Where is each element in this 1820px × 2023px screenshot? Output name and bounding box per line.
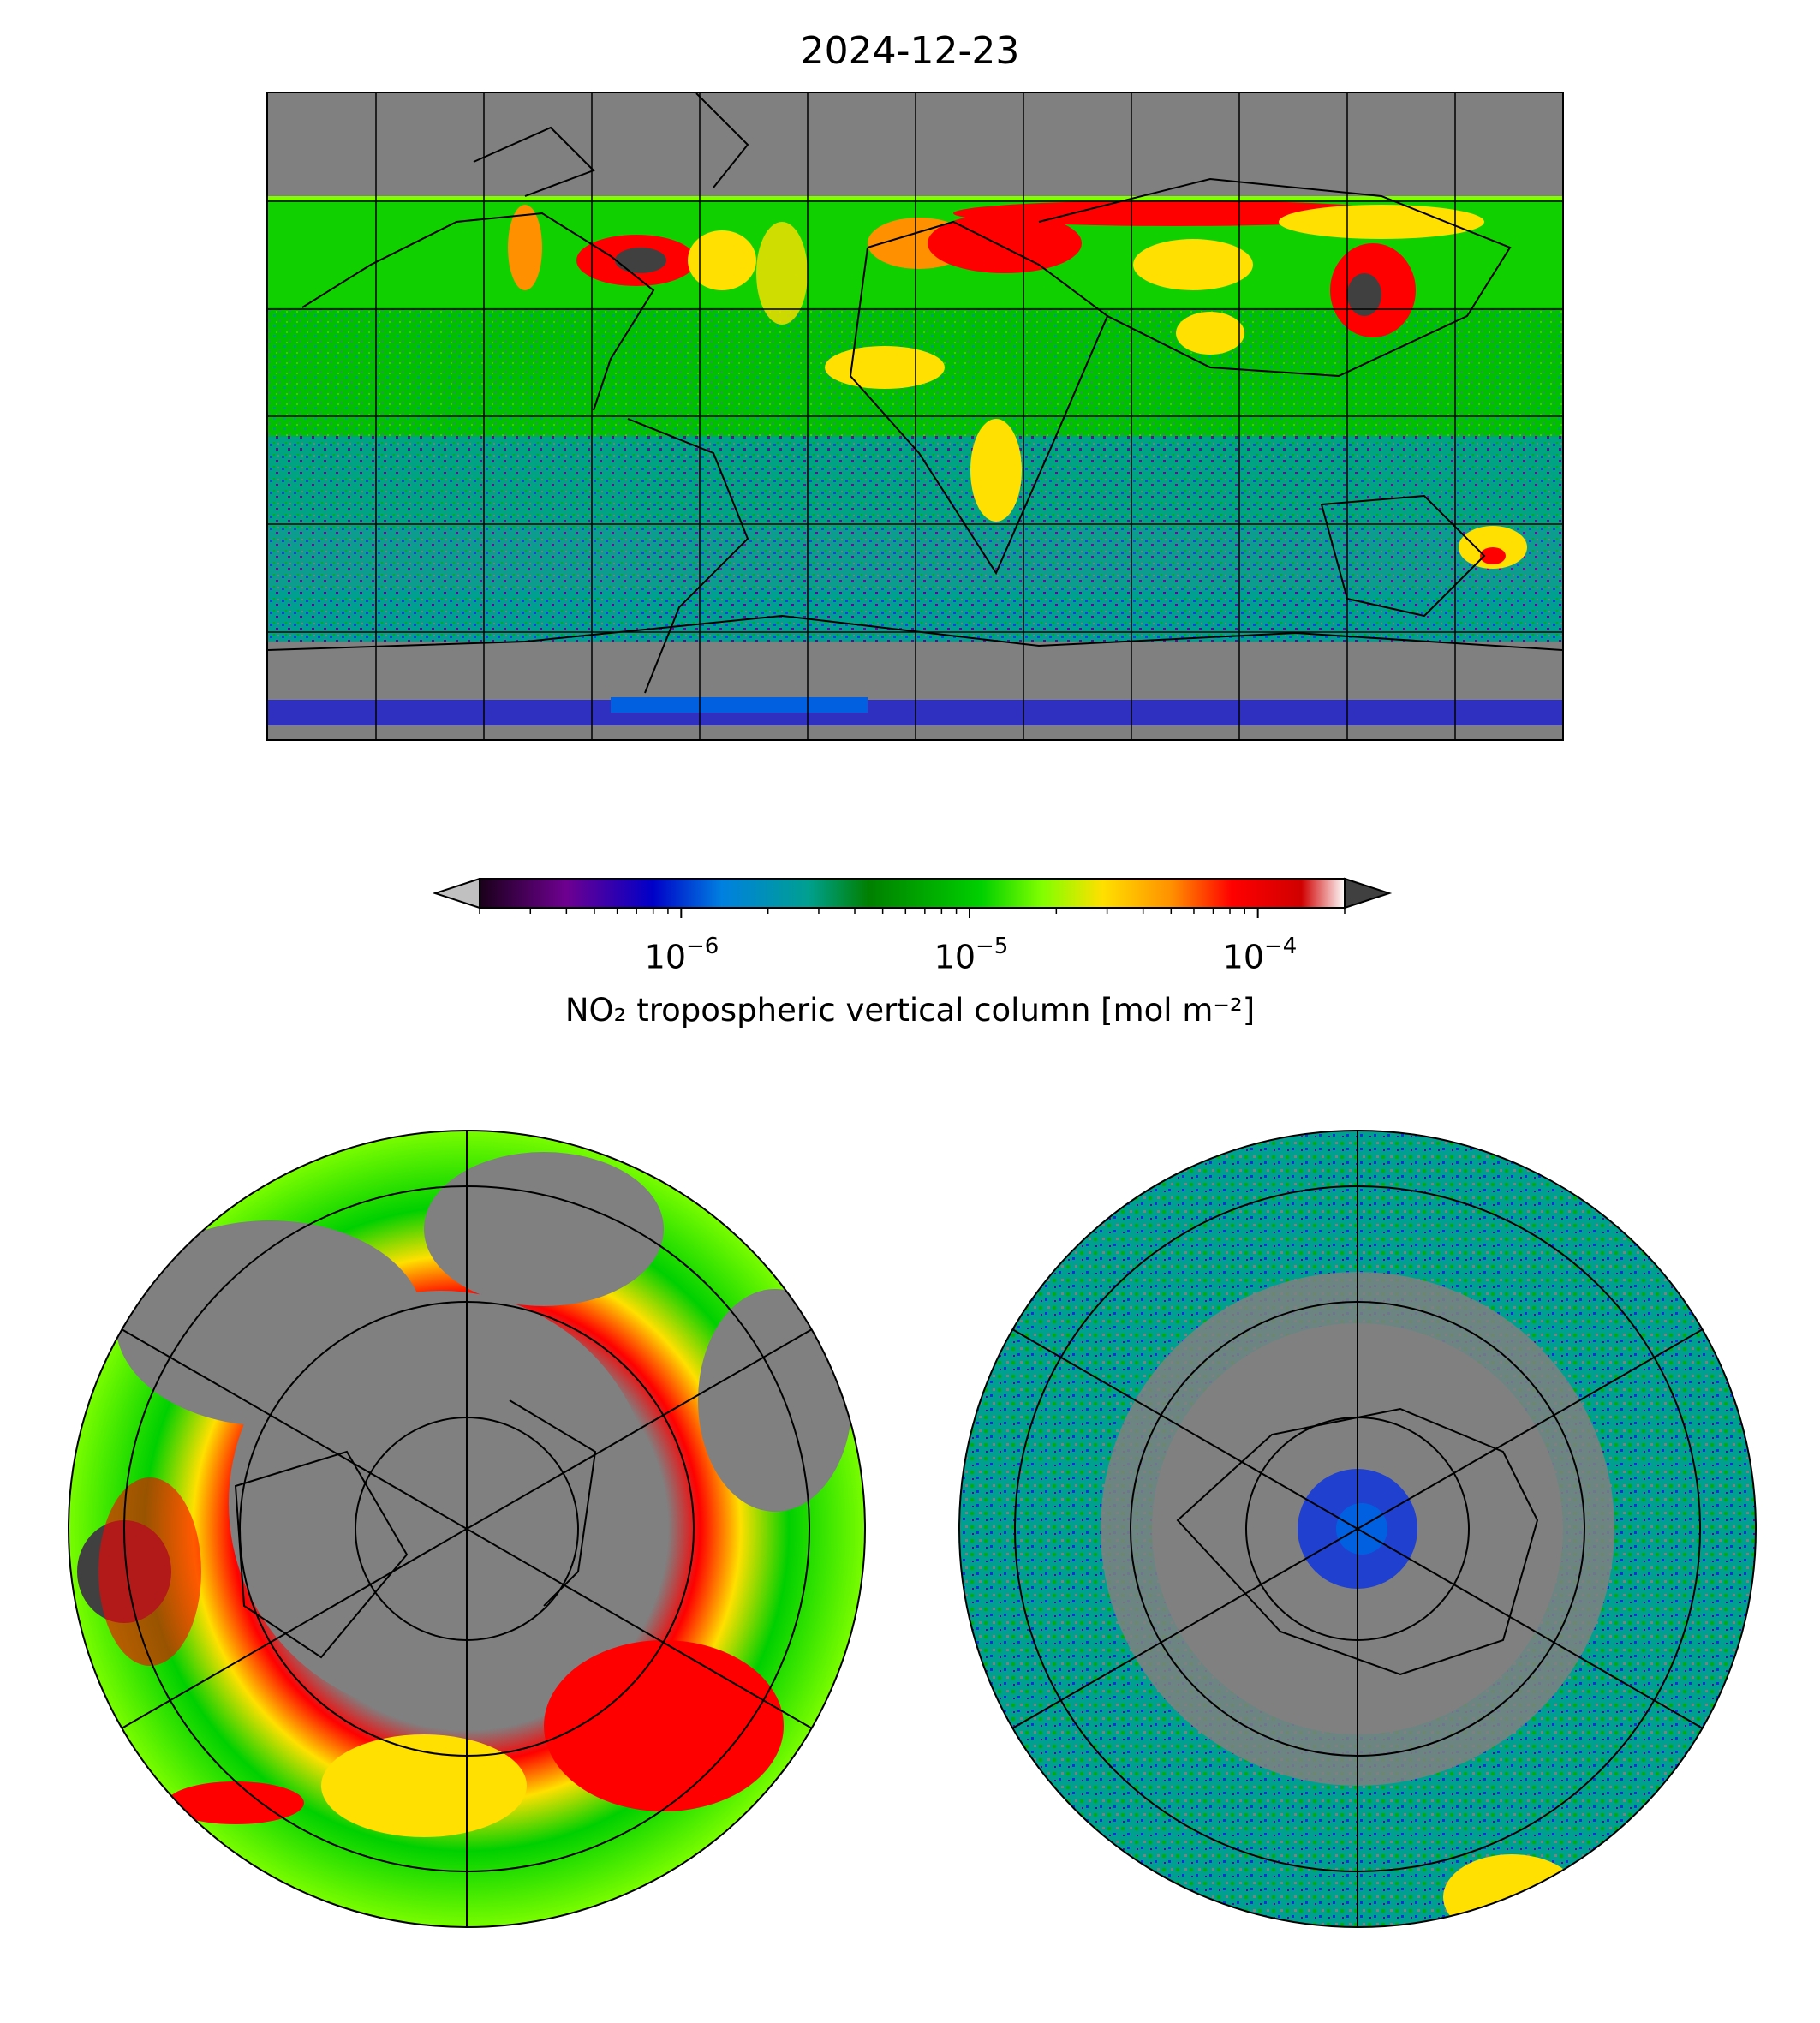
colorbar-label: NO₂ tropospheric vertical column [mol m⁻… (564, 992, 1256, 1029)
global-map (266, 92, 1564, 741)
colorbar-tick-label-1e-5: 10−5 (934, 934, 1009, 976)
colorbar: 10−6 10−5 10−4 (428, 865, 1405, 1036)
global-map-svg (268, 93, 1562, 739)
colorbar-under-extend (432, 877, 480, 910)
colorbar-gradient (479, 878, 1346, 909)
colorbar-svg (432, 877, 1393, 918)
gridlines (268, 93, 1562, 739)
colorbar-tick-label-1e-6: 10−6 (644, 934, 719, 976)
south-polar-map (958, 1130, 1757, 1928)
north-polar-map (68, 1130, 866, 1928)
colorbar-over-extend (1344, 877, 1393, 910)
figure-title: 2024-12-23 (800, 29, 1020, 73)
colorbar-tick-label-1e-4: 10−4 (1222, 934, 1298, 976)
